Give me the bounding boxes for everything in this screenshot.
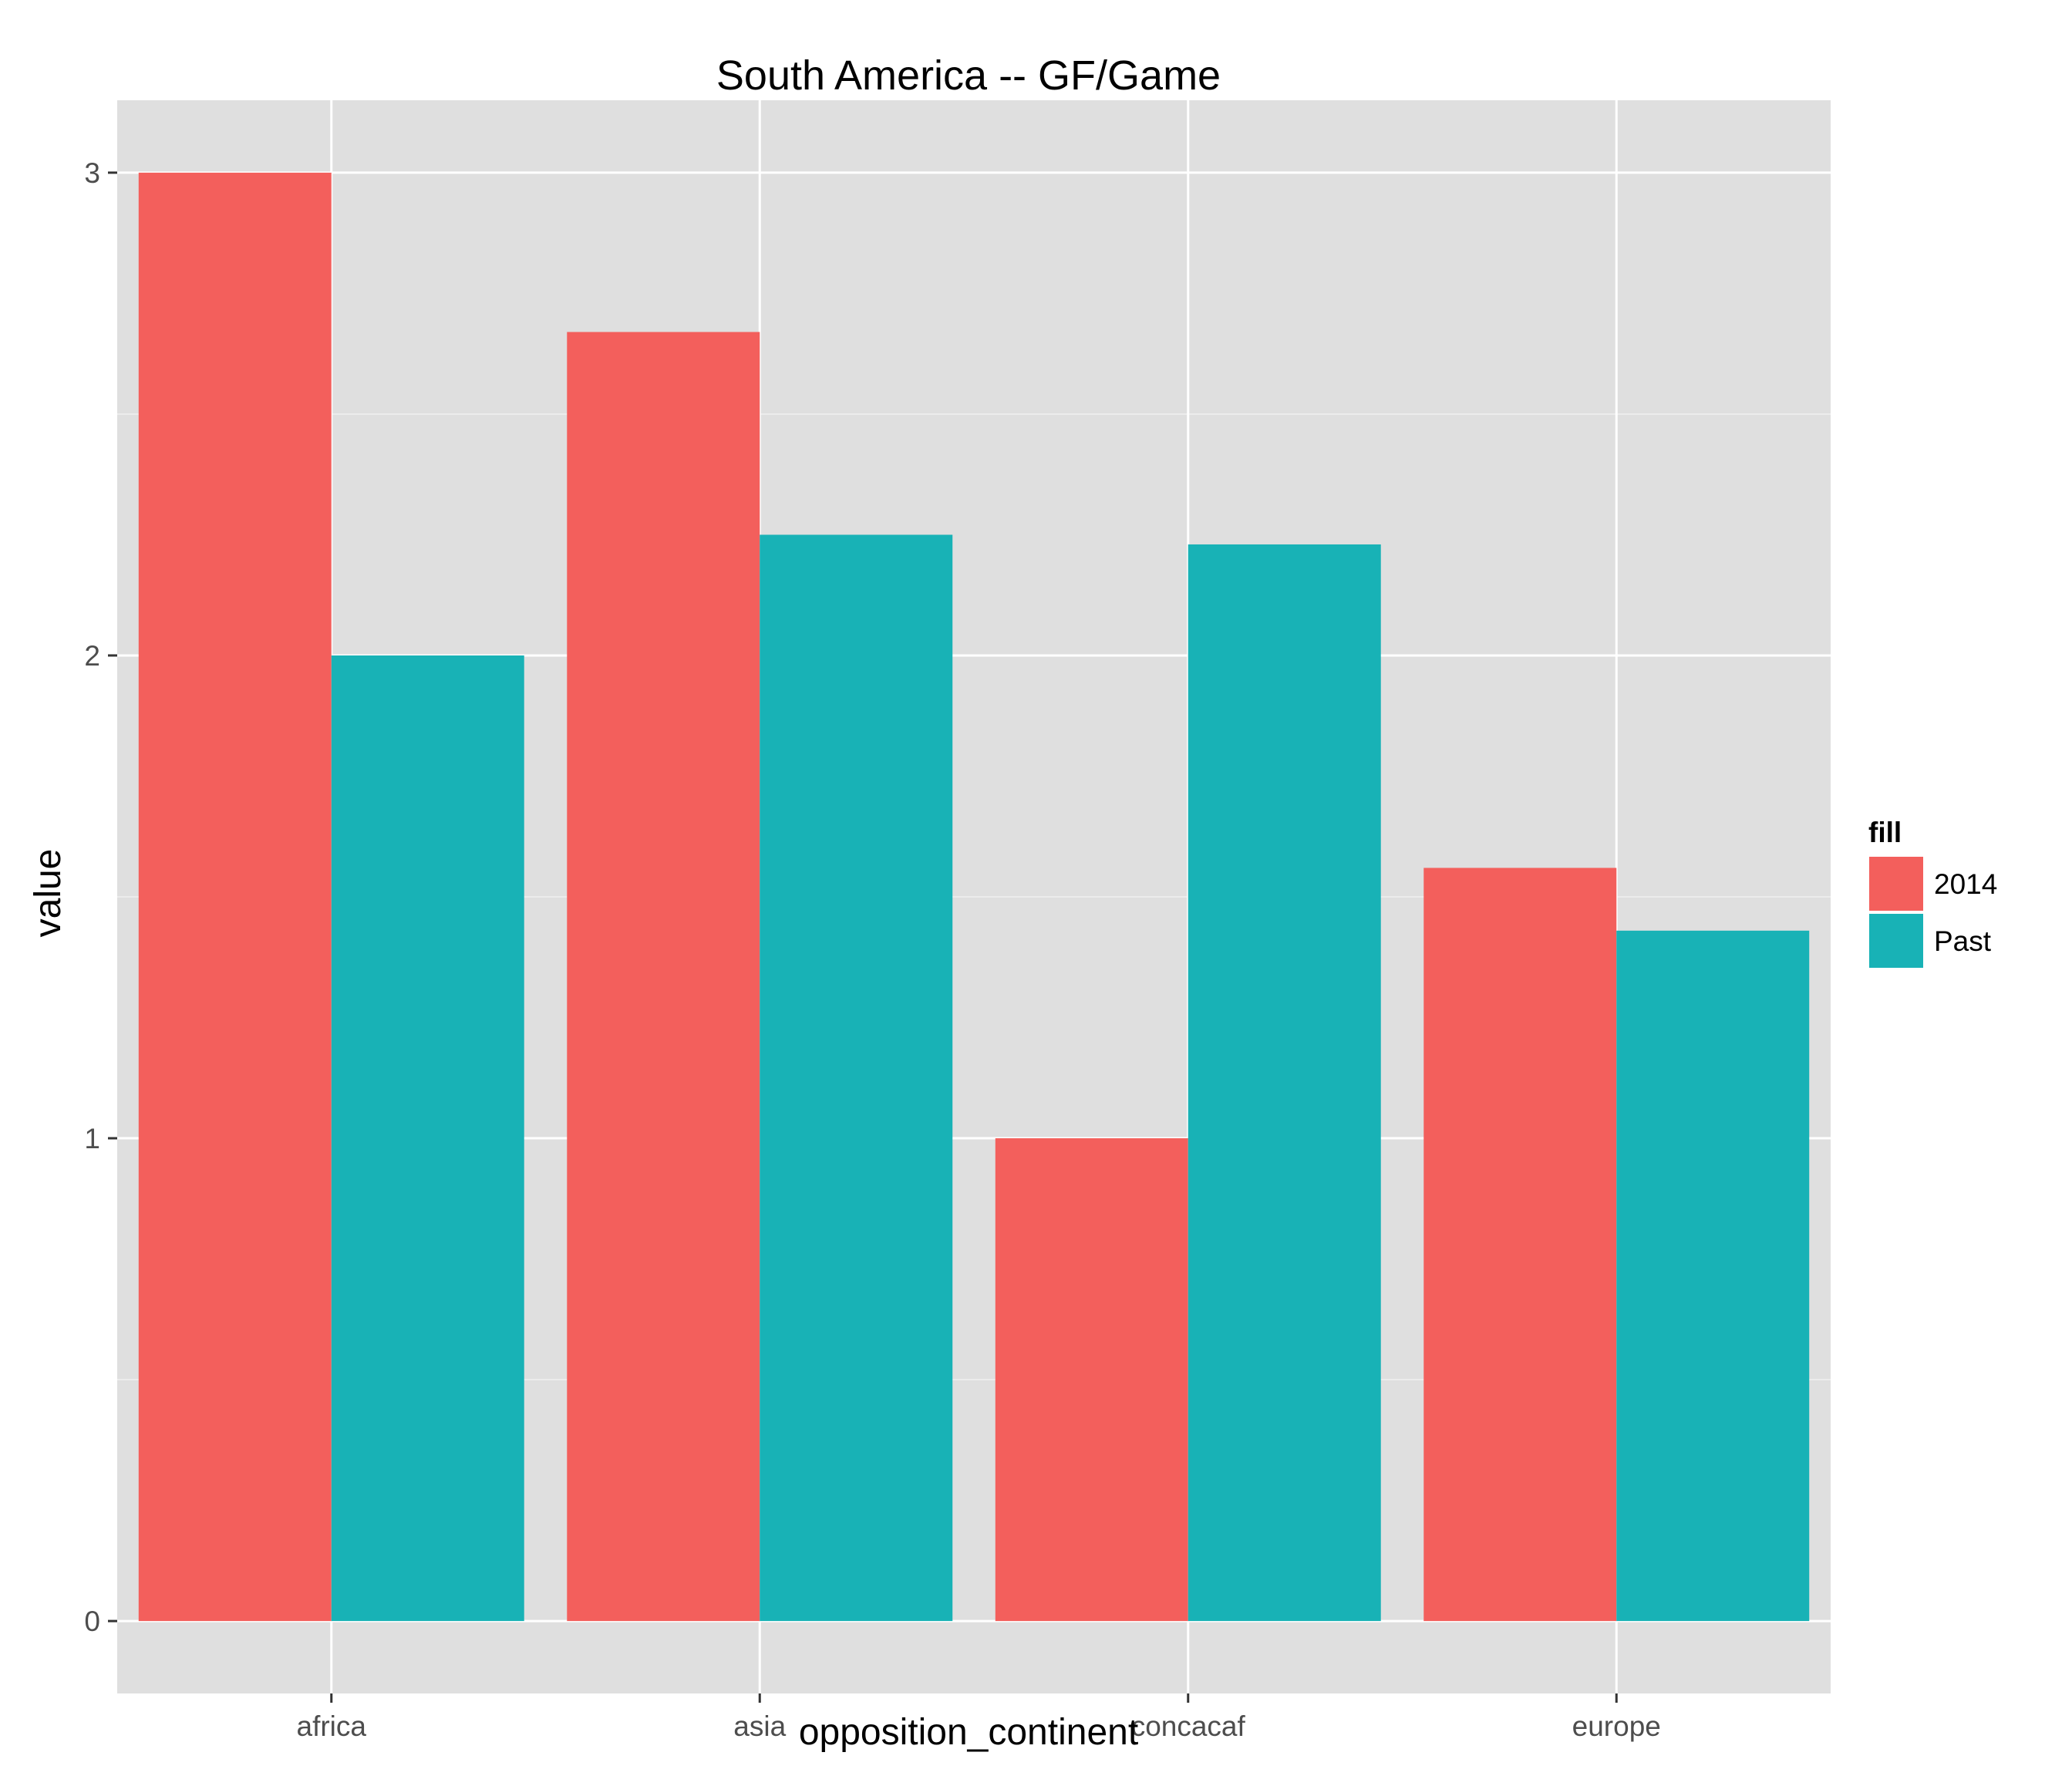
legend-title: fill [1868,817,1902,848]
y-axis-title: value [28,849,69,938]
y-tick-label: 1 [84,1123,100,1154]
bar-Past-asia [760,534,953,1622]
legend-key-Past [1868,912,1925,969]
legend-label-2014: 2014 [1934,868,1997,900]
legend-label-Past: Past [1934,925,1992,957]
x-axis: africa asia concacaf europe [297,1693,1661,1742]
y-tick-label: 2 [84,640,100,672]
x-tick-label-africa: africa [297,1710,367,1742]
bars [138,172,1810,1622]
x-tick-label-concacaf: concacaf [1131,1710,1246,1742]
y-tick-label: 3 [84,157,100,189]
x-tick-label-europe: europe [1572,1710,1661,1742]
y-axis: 0 1 2 3 [84,157,117,1637]
bar-Past-europe [1616,930,1810,1622]
bar-2014-asia [567,332,760,1622]
x-axis-title: opposition_continent [799,1712,1138,1753]
legend: fill 2014 Past [1868,817,1997,969]
bar-Past-concacaf [1188,544,1381,1622]
x-tick-label-asia: asia [733,1710,786,1742]
bar-Past-africa [331,655,524,1622]
legend-key-2014 [1868,855,1925,912]
bar-2014-africa [138,172,332,1622]
bar-2014-europe [1423,868,1617,1622]
bar-2014-concacaf [995,1138,1188,1622]
chart-title: South America -- GF/Game [716,52,1221,99]
y-tick-label: 0 [84,1606,100,1637]
